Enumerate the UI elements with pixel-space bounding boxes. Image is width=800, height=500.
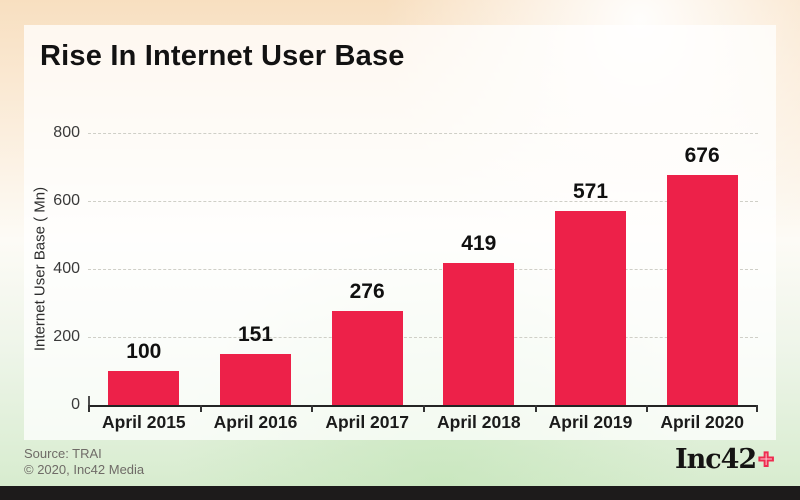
bar-april-2019 — [555, 210, 626, 405]
value-label-april-2016: 151 — [237, 322, 274, 346]
bar-april-2017 — [331, 311, 403, 405]
inc42-wordmark: Inc42 — [674, 444, 757, 475]
y-axis-corner-stub — [88, 396, 90, 405]
x-axis-tick — [311, 405, 314, 412]
x-tick-label-april-2015: April 2015 — [102, 412, 186, 432]
x-axis-tick — [423, 405, 425, 412]
y-axis-tick-labels: 0 200 400 600 800 — [30, 124, 80, 413]
x-axis-tick — [646, 405, 649, 412]
x-axis-tick — [88, 405, 90, 412]
gridline-400 — [88, 269, 758, 270]
y-tick-label-600: 600 — [53, 192, 80, 209]
value-label-april-2019: 571 — [572, 179, 609, 203]
plus-icon: + — [757, 444, 775, 474]
footer-source: Source: TRAI © 2020, Inc42 Media — [24, 446, 144, 478]
gridline-200 — [88, 337, 758, 338]
source-text: Source: TRAI — [24, 446, 102, 461]
bar-april-2016 — [220, 353, 291, 405]
bar-april-2018 — [443, 262, 515, 405]
bottom-black-bar — [0, 486, 800, 500]
x-axis-tick — [534, 405, 537, 412]
gridline-800 — [88, 133, 758, 134]
chart-title: Rise In Internet User Base — [40, 40, 405, 72]
inc42-logo: Inc42 + — [674, 444, 775, 475]
copyright-text: © 2020, Inc42 Media — [24, 462, 145, 477]
x-tick-label-april-2017: April 2017 — [325, 412, 409, 432]
y-tick-label-200: 200 — [53, 328, 80, 345]
plot-area: 100 151 276 419 571 676 — [88, 133, 758, 412]
x-tick-label-april-2018: April 2018 — [437, 412, 521, 432]
value-label-april-2017: 276 — [349, 280, 385, 304]
x-tick-label-april-2016: April 2016 — [213, 412, 298, 432]
y-tick-label-800: 800 — [53, 124, 80, 141]
x-axis-tick — [199, 405, 202, 412]
x-axis-labels: April 2015 April 2016 April 2017 April 2018… — [88, 412, 758, 436]
bar-april-2020 — [666, 175, 738, 405]
value-label-april-2020: 676 — [684, 144, 720, 168]
bar-april-2015 — [108, 371, 180, 405]
gridline-600 — [88, 201, 758, 202]
x-tick-label-april-2020: April 2020 — [660, 412, 744, 432]
y-tick-label-0: 0 — [71, 396, 80, 413]
value-label-april-2018: 419 — [461, 231, 497, 255]
x-axis-tick — [756, 405, 758, 412]
value-label-april-2015: 100 — [126, 340, 162, 363]
y-tick-label-400: 400 — [53, 260, 80, 277]
x-tick-label-april-2019: April 2019 — [548, 412, 633, 432]
